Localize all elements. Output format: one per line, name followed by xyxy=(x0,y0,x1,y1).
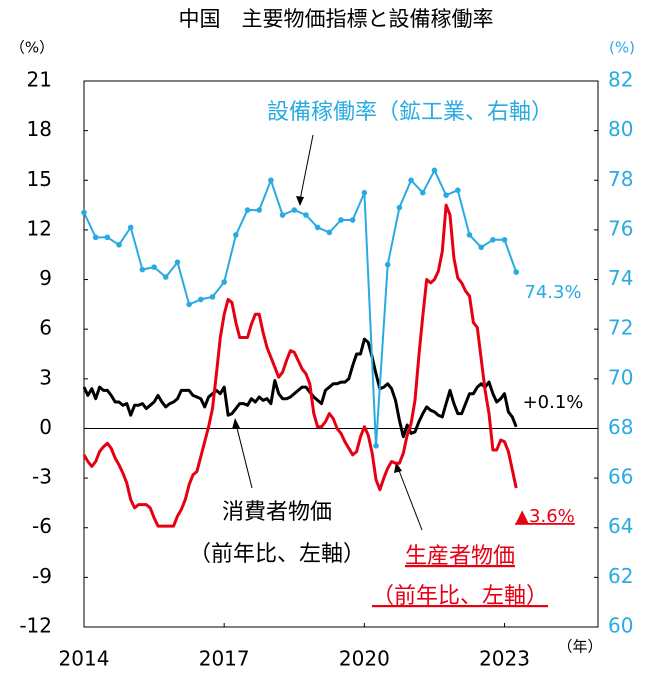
arrow-head xyxy=(232,418,240,429)
annotation: （前年比、左軸） xyxy=(189,542,365,567)
point xyxy=(314,224,321,231)
annotation: （前年比、左軸） xyxy=(372,584,548,609)
annotation: ▲3.6% xyxy=(515,506,575,527)
point xyxy=(256,207,263,213)
point xyxy=(279,212,286,218)
point xyxy=(396,204,403,211)
y2-tick-label: 82 xyxy=(608,68,633,92)
point xyxy=(384,261,391,268)
point xyxy=(408,177,414,184)
point xyxy=(373,443,379,449)
y2-tick-label: 64 xyxy=(608,514,633,538)
chart-title: 中国 主要物価指標と設備稼働率 xyxy=(179,7,494,31)
point xyxy=(490,237,496,243)
point xyxy=(478,244,484,251)
y-tick-label: 12 xyxy=(27,216,52,240)
arrow xyxy=(235,423,253,489)
x-tick-label: 2017 xyxy=(199,647,250,671)
x-unit: （年） xyxy=(557,638,602,656)
y2-tick-label: 70 xyxy=(608,365,633,389)
point xyxy=(151,264,157,270)
point xyxy=(338,217,344,223)
annotation: 74.3% xyxy=(524,282,581,303)
y2-tick-label: 62 xyxy=(608,564,633,588)
annotation: 消費者物価 xyxy=(222,500,332,525)
point xyxy=(81,209,87,216)
point xyxy=(186,301,192,308)
y-tick-label: -9 xyxy=(32,564,52,588)
y-tick-label: 0 xyxy=(39,415,52,439)
y2-tick-label: 66 xyxy=(608,465,633,489)
y2-tick-label: 68 xyxy=(608,415,633,439)
y2-tick-label: 78 xyxy=(608,167,633,191)
y-tick-label: 3 xyxy=(39,365,52,389)
point xyxy=(431,167,438,174)
point xyxy=(174,259,181,265)
y-unit: （%） xyxy=(10,39,54,57)
point xyxy=(513,269,520,275)
series-line xyxy=(82,337,518,439)
plot-frame xyxy=(83,80,599,628)
point xyxy=(349,217,356,223)
y-tick-label: 15 xyxy=(27,167,52,191)
x-tick-label: 2020 xyxy=(339,647,390,671)
y2-tick-label: 76 xyxy=(608,216,633,240)
y-tick-label: -12 xyxy=(19,614,52,638)
y-tick-label: 6 xyxy=(39,316,52,340)
annotation: +0.1% xyxy=(523,392,584,413)
point xyxy=(268,177,274,184)
y-tick-label: 9 xyxy=(39,266,52,290)
point xyxy=(162,274,169,280)
point xyxy=(501,237,508,243)
point xyxy=(127,224,134,231)
arrow xyxy=(299,134,314,201)
point xyxy=(104,234,111,241)
y-tick-label: -6 xyxy=(32,514,52,538)
point xyxy=(455,187,461,193)
y2-tick-label: 72 xyxy=(608,316,633,340)
y-tick-label: 18 xyxy=(27,117,52,141)
arrow-head xyxy=(394,462,402,473)
point xyxy=(443,192,449,198)
point xyxy=(233,232,239,238)
point xyxy=(326,229,333,236)
y2-tick-label: 74 xyxy=(608,266,633,290)
point xyxy=(209,294,216,300)
point xyxy=(92,234,99,241)
series-line xyxy=(83,169,518,447)
y-tick-label: 21 xyxy=(27,68,52,92)
series-line xyxy=(82,203,518,528)
point xyxy=(198,296,204,303)
point xyxy=(361,189,368,196)
annotation: 設備稼働率（鉱工業、右軸） xyxy=(267,100,553,125)
point xyxy=(466,232,473,238)
point xyxy=(291,207,298,213)
y2-tick-label: 80 xyxy=(608,117,633,141)
x-tick-label: 2014 xyxy=(59,647,110,671)
point xyxy=(116,242,122,248)
x-tick-label: 2023 xyxy=(479,647,530,671)
y-tick-label: -3 xyxy=(32,465,52,489)
point xyxy=(303,212,309,218)
point xyxy=(139,266,146,273)
y2-tick-label: 60 xyxy=(608,614,633,638)
annotation: 生産者物価 xyxy=(405,544,515,569)
arrow-head xyxy=(296,196,304,206)
y2-unit: (%) xyxy=(609,39,635,57)
arrow xyxy=(397,467,423,531)
point xyxy=(244,207,251,213)
point xyxy=(221,279,227,285)
point xyxy=(419,189,426,196)
